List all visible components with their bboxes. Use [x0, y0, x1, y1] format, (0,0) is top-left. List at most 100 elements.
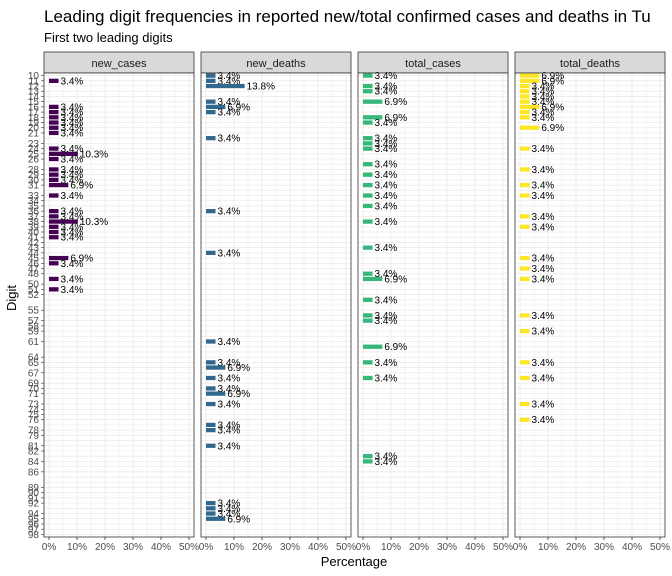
x-tick-label: 20%: [95, 542, 115, 553]
bar-new_cases-26: [49, 156, 59, 162]
y-tick-label: 19: [28, 118, 40, 129]
facet-panels: new_cases3.4%3.4%3.4%3.4%3.4%3.4%3.4%3.4…: [42, 51, 670, 553]
y-tick-label: 79: [28, 431, 40, 442]
bar-new_deaths-44: [206, 250, 216, 256]
bar-label: 6.9%: [541, 71, 564, 82]
y-tick-label: 15: [28, 97, 40, 108]
y-tick-label: 59: [28, 327, 40, 338]
bar-total_cases-33: [363, 193, 373, 198]
x-tick-label: 30%: [280, 542, 300, 553]
bar-label: 3.4%: [218, 71, 241, 82]
bar-label: 3.4%: [218, 504, 241, 515]
bar-label: 3.4%: [532, 415, 555, 426]
bar-new_cases-17: [49, 109, 59, 115]
bar-label: 3.4%: [375, 457, 398, 468]
bar-total_cases-23: [363, 141, 373, 146]
bar-label: 3.4%: [218, 207, 241, 218]
bar-total_cases-31: [363, 182, 373, 188]
bar-label: 3.4%: [375, 452, 398, 463]
y-tick-label: 42: [28, 238, 40, 249]
bar-total_deaths-15: [520, 99, 530, 104]
y-tick-label: 55: [28, 306, 40, 317]
y-tick-label: 94: [28, 509, 40, 520]
bar-new_cases-51: [49, 287, 59, 292]
bar-label: 3.4%: [375, 139, 398, 150]
bar-label: 3.4%: [61, 144, 84, 155]
x-tick-label: 20%: [252, 542, 272, 553]
bar-label: 6.9%: [541, 123, 564, 134]
bar-new_deaths-10: [206, 73, 216, 78]
bar-new_deaths-61: [206, 339, 216, 344]
bar-total_cases-35: [363, 203, 373, 209]
bar-label: 3.4%: [532, 264, 555, 275]
bar-label: 3.4%: [532, 181, 555, 192]
bar-label: 3.4%: [375, 71, 398, 82]
y-tick-label: 12: [28, 82, 40, 93]
y-tick-label: 40: [28, 228, 40, 239]
bar-new_cases-30: [49, 177, 59, 183]
bar-new_cases-40: [49, 229, 59, 235]
bar-label: 3.4%: [375, 311, 398, 322]
bar-new_deaths-71: [206, 391, 226, 396]
bar-label: 3.4%: [61, 123, 84, 134]
y-tick-label: 71: [28, 389, 40, 400]
facet-strip-label: total_deaths: [560, 58, 620, 70]
y-tick-label: 21: [28, 128, 40, 139]
bar-label: 3.4%: [375, 181, 398, 192]
bar-total_cases-15: [363, 99, 383, 104]
y-tick-label: 96: [28, 519, 40, 530]
bar-new_cases-38: [49, 219, 78, 224]
bar-label: 3.4%: [61, 108, 84, 119]
bar-total_deaths-31: [520, 182, 530, 188]
bar-new_deaths-12: [206, 83, 245, 89]
y-tick-label: 34: [28, 196, 40, 207]
bar-label: 3.4%: [218, 373, 241, 384]
x-tick-label: 0%: [356, 542, 371, 553]
x-tick-label: 0%: [42, 542, 57, 553]
bar-label: 13.8%: [247, 82, 275, 93]
y-tick-label: 37: [28, 212, 40, 223]
bar-label: 3.4%: [218, 441, 241, 452]
bar-new_cases-24: [49, 146, 59, 151]
y-tick-label: 11: [29, 76, 40, 87]
y-tick-label: 35: [28, 201, 40, 212]
bar-label: 3.4%: [375, 373, 398, 384]
y-tick-label: 36: [28, 207, 40, 218]
y-tick-label: 23: [28, 139, 40, 150]
y-tick-label: 84: [28, 457, 40, 468]
bar-label: 3.4%: [218, 384, 241, 395]
bar-label: 6.9%: [227, 363, 250, 374]
bar-total_deaths-14: [520, 94, 530, 99]
bar-label: 3.4%: [61, 155, 84, 166]
y-tick-label: 76: [28, 415, 40, 426]
y-tick-label: 28: [28, 165, 40, 176]
bar-label: 3.4%: [375, 243, 398, 254]
chart-title: Leading digit frequencies in reported ne…: [44, 7, 651, 26]
x-tick-label: 50%: [650, 542, 670, 553]
bar-label: 3.4%: [61, 128, 84, 139]
bar-label: 3.4%: [61, 285, 84, 296]
bar-total_deaths-49: [520, 276, 530, 282]
x-tick-label: 50%: [336, 542, 356, 553]
y-tick-label: 44: [28, 248, 40, 259]
bar-new_cases-41: [49, 235, 59, 240]
y-tick-label: 75: [28, 410, 40, 421]
bar-total_deaths-56: [520, 313, 530, 318]
bar-new_deaths-65: [206, 360, 216, 365]
bar-label: 3.4%: [532, 108, 555, 119]
bar-label: 3.4%: [375, 134, 398, 145]
bar-total_deaths-12: [520, 83, 530, 89]
x-tick-label: 50%: [493, 542, 513, 553]
bar-new_cases-46: [49, 261, 59, 266]
bar-label: 3.4%: [218, 499, 241, 510]
bar-label: 3.4%: [532, 400, 555, 411]
y-tick-label: 24: [28, 144, 40, 155]
bar-new_cases-16: [49, 104, 59, 110]
bar-label: 3.4%: [532, 165, 555, 176]
bar-new_cases-21: [49, 130, 59, 136]
bar-label: 6.9%: [227, 102, 250, 113]
bar-new_cases-49: [49, 276, 59, 282]
x-tick-label: 40%: [151, 542, 171, 553]
